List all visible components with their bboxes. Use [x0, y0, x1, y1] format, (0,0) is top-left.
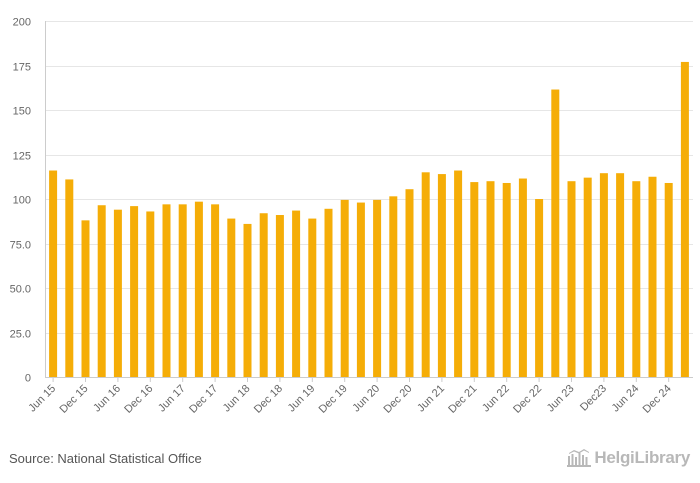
x-tick-label: Jun 18 — [221, 383, 253, 415]
bar[interactable]: Jun 23: 110 — [567, 181, 576, 377]
bar[interactable]: Mar 16: 96.5 — [97, 205, 106, 377]
bar[interactable]: Sep 22: 111.5 — [518, 178, 527, 377]
library-building-icon — [567, 449, 592, 467]
x-tick-label: Dec 17 — [187, 383, 220, 416]
bar[interactable]: Dec 15: 88 — [81, 220, 90, 377]
bar[interactable]: Jun 19: 89 — [308, 218, 317, 377]
bar[interactable]: Mar 24: 114.5 — [616, 173, 625, 377]
x-axis: Jun 15 Dec 15 Jun 16 Dec 16 Jun 17 Dec 17 Jun … — [26, 377, 693, 416]
bar[interactable]: Mar 18: 89 — [227, 218, 236, 377]
bar[interactable]: Dec 20: 105.5 — [405, 189, 414, 377]
x-tick-label: Jun 19 — [286, 383, 318, 415]
bar[interactable]: Sep 19: 94.5 — [324, 208, 333, 377]
y-tick-label: 175 — [13, 62, 31, 74]
bar[interactable]: Jun 16: 94 — [113, 209, 122, 377]
bar[interactable]: Dec 19: 99.5 — [340, 199, 349, 377]
bar[interactable]: Sep 20: 101.5 — [389, 196, 398, 377]
bar[interactable]: Sep 16: 96 — [130, 206, 139, 377]
bar[interactable]: Sep 17: 98.5 — [194, 201, 203, 377]
x-tick-label: Dec 24 — [641, 383, 674, 416]
bar[interactable]: Dec 24: 109 — [664, 182, 673, 377]
bar[interactable]: Dec 17: 97 — [211, 204, 220, 377]
y-axis: 0 25.0 50.0 75.0 100 125 150 175 200 — [10, 17, 46, 385]
brand-name: HelgiLibrary — [594, 448, 690, 467]
bars: Jun 15: 116 Sep 15: 111 Dec 15: 88 Mar 16: … — [49, 61, 689, 377]
bar[interactable]: Jun 24: 110 — [632, 181, 641, 377]
bar[interactable]: Sep 15: 111 — [65, 179, 74, 377]
brand-logo[interactable]: HelgiLibrary — [567, 448, 690, 468]
y-tick-label: 75.0 — [10, 240, 31, 252]
bar[interactable]: Mar 25: 177 — [680, 61, 689, 377]
y-tick-label: 50.0 — [10, 284, 31, 296]
bar[interactable]: Jun 17: 97 — [178, 204, 187, 377]
bar[interactable]: Dec 23: 114.5 — [599, 173, 608, 377]
bar[interactable]: Sep 21: 116 — [454, 170, 463, 377]
bar[interactable]: Sep 23: 112 — [583, 177, 592, 377]
x-tick-label: Dec 15 — [57, 383, 90, 416]
bar[interactable]: Mar 23: 161.5 — [551, 89, 560, 377]
bar[interactable]: Mar 21: 115 — [421, 172, 430, 377]
y-tick-label: 200 — [13, 17, 31, 29]
bar[interactable]: Dec 22: 100 — [535, 199, 544, 377]
bar[interactable]: Jun 21: 114 — [437, 174, 446, 377]
y-tick-label: 25.0 — [10, 329, 31, 341]
bar[interactable]: Mar 20: 98 — [356, 202, 365, 377]
x-tick-label: Dec 21 — [446, 383, 479, 416]
x-tick-label: Dec 18 — [252, 383, 285, 416]
x-tick-label: Jun 20 — [350, 383, 382, 415]
x-tick-label: Jun 24 — [610, 383, 642, 415]
bar[interactable]: Mar 19: 93.5 — [292, 210, 301, 377]
gridlines — [45, 21, 693, 334]
x-tick-label: Dec 20 — [381, 383, 414, 416]
bar[interactable]: Mar 17: 97 — [162, 204, 171, 377]
bar[interactable]: Jun 22: 109 — [502, 182, 511, 377]
x-tick-label: Jun 21 — [415, 383, 447, 415]
x-tick-label: Jun 23 — [545, 383, 577, 415]
bar[interactable]: Jun 20: 99.5 — [373, 199, 382, 377]
source-note: Source: National Statistical Office — [9, 451, 202, 466]
y-tick-label: 100 — [13, 195, 31, 207]
bar[interactable]: Jun 15: 116 — [49, 170, 58, 377]
bar[interactable]: Dec 16: 93 — [146, 211, 155, 377]
bar-chart-svg: 0 25.0 50.0 75.0 100 125 150 175 200 Jun 15: 116… — [10, 17, 693, 416]
x-tick-label: Jun 17 — [156, 383, 188, 415]
x-tick-label: Dec23 — [578, 383, 609, 414]
bar[interactable]: Sep 18: 92 — [259, 213, 268, 377]
x-tick-label: Jun 16 — [91, 383, 123, 415]
bar[interactable]: Sep 24: 112.5 — [648, 176, 657, 377]
x-tick-label: Dec 22 — [511, 383, 544, 416]
x-tick-label: Jun 22 — [480, 383, 512, 415]
bar[interactable]: Jun 18: 86 — [243, 223, 252, 377]
chart-footer: Source: National Statistical Office Helg… — [0, 440, 700, 483]
x-tick-label: Jun 15 — [26, 383, 58, 415]
y-tick-label: 0 — [25, 373, 31, 385]
bar[interactable]: Mar 22: 110 — [486, 181, 495, 377]
y-tick-label: 150 — [13, 106, 31, 118]
bar[interactable]: Dec 18: 91 — [275, 215, 284, 377]
y-tick-label: 125 — [13, 151, 31, 163]
x-tick-label: Dec 16 — [122, 383, 155, 416]
bar[interactable]: Dec 21: 109.5 — [470, 182, 479, 377]
x-tick-label: Dec 19 — [317, 383, 350, 416]
